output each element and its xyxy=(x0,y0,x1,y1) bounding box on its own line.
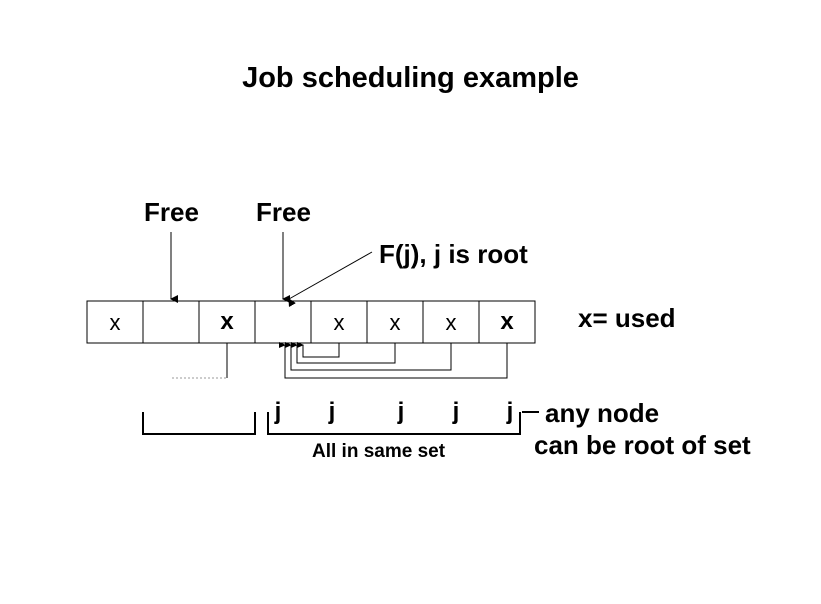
j-label-3: j xyxy=(452,398,460,425)
array-cell-3 xyxy=(254,300,312,344)
j-label-0: j xyxy=(274,398,282,425)
cell-text-2: x xyxy=(220,308,234,335)
j-label-1: j xyxy=(328,398,336,425)
set-links xyxy=(279,342,508,379)
cell-text-4: x xyxy=(333,310,345,335)
link-cell-7 xyxy=(279,342,508,379)
set-bracket xyxy=(267,412,521,435)
cell-text-0: x xyxy=(109,310,121,335)
free-label-1: Free xyxy=(144,197,199,227)
j-label-2: j xyxy=(397,398,405,425)
set-label: All in same set xyxy=(312,441,446,462)
j-label-4: j xyxy=(506,398,514,425)
link-cell-5 xyxy=(291,342,396,364)
cell-text-6: x xyxy=(445,310,457,335)
root-label: F(j), j is root xyxy=(379,239,528,269)
note-line-1: any node xyxy=(545,398,660,428)
note-line-2: can be root of set xyxy=(534,430,751,460)
page-title: Job scheduling example xyxy=(242,62,579,94)
root-arrow xyxy=(288,251,373,308)
free-label-2: Free xyxy=(256,197,311,227)
link-cell-6 xyxy=(285,342,452,371)
legend-used: x= used xyxy=(578,303,676,333)
link-cell-4 xyxy=(297,342,340,358)
array-cell-1 xyxy=(142,300,200,344)
left-bracket xyxy=(142,412,256,435)
cell-text-5: x xyxy=(389,310,401,335)
cell-text-7: x xyxy=(500,308,514,335)
